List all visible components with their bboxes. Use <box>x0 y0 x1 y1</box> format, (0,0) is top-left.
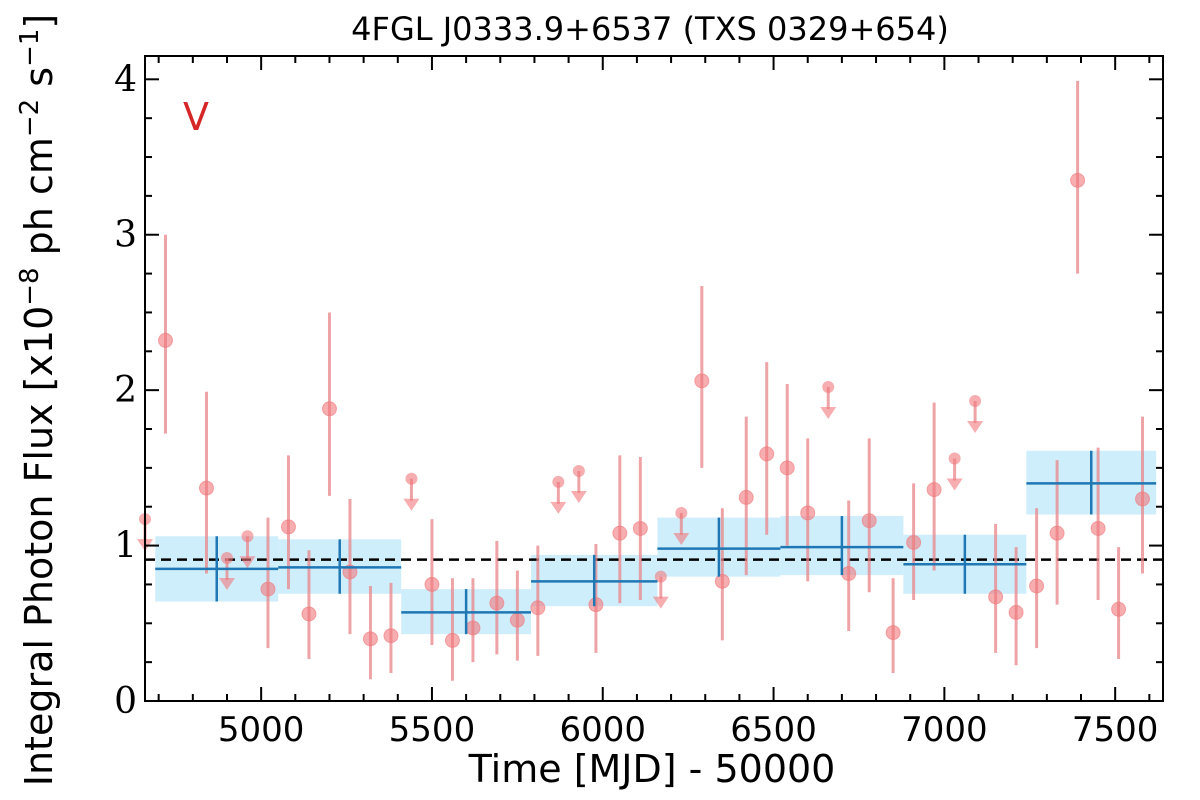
flux-point <box>465 620 481 636</box>
upper-limit-point <box>241 530 254 543</box>
chart-title: 4FGL J0333.9+6537 (TXS 0329+654) <box>351 10 949 48</box>
upper-limit-point <box>822 381 835 394</box>
x-tick-label: 7000 <box>901 710 988 750</box>
upper-limit-arrow <box>652 596 669 609</box>
x-axis-label: Time [MJD] - 50000 <box>468 747 836 791</box>
x-tick-label: 5000 <box>218 710 305 750</box>
y-axis-label-mid: ph cm <box>17 137 61 267</box>
flux-point <box>738 489 754 505</box>
upper-limit-arrow <box>570 490 587 503</box>
x-tick-label: 7500 <box>1072 710 1159 750</box>
flux-point <box>509 612 525 628</box>
flux-point <box>424 576 440 592</box>
upper-limit-point <box>405 472 418 485</box>
flux-point <box>861 513 877 529</box>
upper-limit-arrow <box>239 556 256 569</box>
flux-point <box>198 480 214 496</box>
y-tick-label: 0 <box>114 681 137 722</box>
flux-point <box>926 482 942 498</box>
flux-point <box>1111 601 1127 617</box>
upper-limit-arrow <box>403 498 420 511</box>
axis-ticks: 5000 5500 6000 6500 7000 7500 0 1 2 3 4 <box>114 56 1163 750</box>
y-tick-label: 4 <box>114 59 137 100</box>
flux-point <box>157 332 173 348</box>
upper-limit-arrow <box>967 421 984 434</box>
upper-limit-point <box>552 475 565 488</box>
flux-point <box>714 573 730 589</box>
plot-area <box>137 80 1163 681</box>
flux-point <box>530 600 546 616</box>
flux-point <box>906 534 922 550</box>
flux-point <box>988 589 1004 605</box>
y-axis-label: Integral Photon Flux [x10−8 ph cm−2 s−1] <box>15 14 61 787</box>
flux-point <box>444 632 460 648</box>
flux-point <box>612 525 628 541</box>
y-axis-label-exp2: −2 <box>15 99 45 137</box>
upper-limit-arrow <box>218 578 235 591</box>
flux-point <box>694 373 710 389</box>
flux-point <box>632 520 648 536</box>
y-axis-label-prefix: Integral Photon Flux [x10 <box>17 306 61 787</box>
flux-point <box>759 446 775 462</box>
flux-point <box>841 566 857 582</box>
y-axis-label-mid2: s <box>17 67 61 99</box>
y-tick-label: 3 <box>114 215 137 256</box>
upper-limit-arrow <box>673 532 690 545</box>
x-tick-label: 5500 <box>389 710 476 750</box>
flux-point <box>1135 491 1151 507</box>
upper-limit-point <box>220 552 233 565</box>
x-tick-label: 6000 <box>559 710 646 750</box>
upper-limit-point <box>675 506 688 519</box>
plot-frame <box>144 55 1164 702</box>
flux-point <box>1070 172 1086 188</box>
upper-limit-point <box>969 395 982 408</box>
flux-point <box>362 631 378 647</box>
flux-point <box>1029 578 1045 594</box>
flux-point <box>321 401 337 417</box>
flux-point <box>383 628 399 644</box>
flux-point <box>885 625 901 641</box>
upper-limit-point <box>948 452 961 465</box>
y-tick-label: 1 <box>114 526 137 567</box>
upper-limit-arrow <box>550 501 567 514</box>
y-axis-label-suffix: ] <box>17 14 61 29</box>
flux-point <box>588 597 604 613</box>
upper-limit-point <box>572 464 585 477</box>
y-axis-label-exp1: −8 <box>15 267 45 305</box>
flux-point <box>489 595 505 611</box>
panel-annotation: V <box>183 95 209 139</box>
flux-point <box>260 581 276 597</box>
upper-limit-point <box>654 570 667 583</box>
flux-point <box>280 519 296 535</box>
flux-point <box>301 606 317 622</box>
y-tick-label: 2 <box>114 370 137 411</box>
flux-point <box>1008 604 1024 620</box>
flux-point <box>1090 520 1106 536</box>
flux-point <box>800 505 816 521</box>
upper-limit-arrow <box>946 478 963 491</box>
flux-point <box>779 460 795 476</box>
x-tick-label: 6500 <box>730 710 817 750</box>
upper-limit-arrow <box>820 407 837 420</box>
flux-point <box>1049 525 1065 541</box>
y-axis-label-exp3: −1 <box>15 29 45 67</box>
